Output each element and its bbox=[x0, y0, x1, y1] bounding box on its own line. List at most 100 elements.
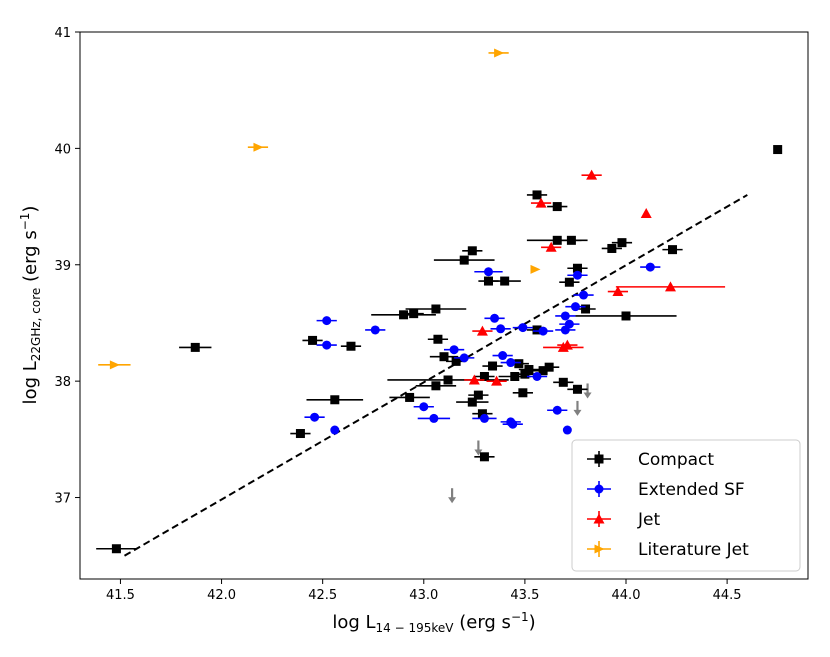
compact-point bbox=[488, 361, 498, 371]
extended-sf-point bbox=[645, 262, 655, 272]
fit-line bbox=[123, 194, 748, 557]
x-tick-label: 43.0 bbox=[409, 588, 438, 603]
compact-point bbox=[558, 377, 568, 387]
compact-point bbox=[431, 381, 441, 391]
extended-sf-point bbox=[449, 345, 459, 355]
extended-sf-point bbox=[483, 267, 493, 277]
compact-point bbox=[510, 371, 520, 381]
extended-sf-point bbox=[498, 351, 508, 361]
jet-point bbox=[535, 197, 547, 208]
compact-point bbox=[295, 429, 305, 439]
x-tick-label: 42.5 bbox=[308, 588, 337, 603]
compact-point bbox=[439, 352, 449, 362]
compact-point bbox=[572, 384, 582, 394]
legend-literature-jet-label: Literature Jet bbox=[638, 540, 749, 560]
upper-limit-arrowhead bbox=[474, 449, 483, 456]
extended-sf-point bbox=[419, 402, 429, 412]
legend-literature-jet-marker bbox=[594, 544, 605, 554]
legend-extended-sf-label: Extended SF bbox=[638, 480, 745, 500]
x-tick-label: 42.0 bbox=[207, 588, 236, 603]
upper-limit-arrowhead bbox=[573, 409, 582, 416]
compact-point bbox=[524, 365, 534, 375]
compact-point bbox=[433, 334, 443, 344]
y-tick-label: 38 bbox=[54, 375, 71, 390]
compact-point bbox=[399, 310, 409, 320]
compact-point bbox=[330, 395, 340, 405]
extended-sf-point bbox=[459, 353, 469, 363]
legend-compact-marker bbox=[594, 454, 604, 464]
compact-point bbox=[459, 255, 469, 265]
upper-limit-arrowhead bbox=[583, 392, 592, 399]
jet-point bbox=[664, 281, 676, 292]
legend-extended-sf-marker bbox=[594, 484, 604, 494]
compact-point bbox=[500, 276, 510, 286]
compact-point bbox=[443, 375, 453, 385]
jet-point bbox=[468, 374, 480, 385]
y-tick-label: 37 bbox=[54, 492, 71, 507]
extended-sf-point bbox=[572, 270, 582, 280]
compact-point bbox=[477, 409, 487, 419]
jet-point bbox=[586, 169, 598, 180]
extended-sf-point bbox=[570, 302, 580, 312]
jet-point bbox=[491, 375, 503, 386]
extended-sf-point bbox=[370, 325, 380, 335]
compact-point bbox=[518, 388, 528, 398]
legend-jet-label: Jet bbox=[637, 510, 660, 530]
extended-sf-point bbox=[429, 413, 439, 423]
jet-point bbox=[640, 208, 652, 219]
extended-sf-point bbox=[562, 425, 572, 435]
literature-jet-point bbox=[253, 142, 264, 152]
jet-point bbox=[545, 241, 557, 252]
compact-point bbox=[308, 335, 318, 345]
x-tick-label: 44.5 bbox=[713, 588, 742, 603]
compact-point bbox=[473, 390, 483, 400]
compact-point bbox=[538, 366, 548, 376]
extended-sf-point bbox=[518, 323, 528, 333]
extended-sf-point bbox=[479, 413, 489, 423]
extended-sf-point bbox=[322, 340, 332, 350]
compact-point bbox=[566, 235, 576, 245]
plot-area bbox=[79, 31, 809, 580]
compact-point bbox=[479, 371, 489, 381]
compact-point bbox=[111, 544, 121, 554]
extended-sf-point bbox=[538, 326, 548, 336]
compact-point bbox=[581, 304, 591, 314]
literature-jet-point bbox=[109, 360, 120, 370]
extended-sf-point bbox=[532, 371, 542, 381]
compact-point bbox=[405, 392, 415, 402]
jet-point bbox=[612, 286, 624, 297]
compact-point bbox=[572, 263, 582, 273]
x-tick-label: 43.5 bbox=[510, 588, 539, 603]
compact-point bbox=[621, 311, 631, 321]
jet-point bbox=[561, 339, 573, 350]
jet-point bbox=[476, 325, 488, 336]
extended-sf-point bbox=[330, 425, 340, 435]
compact-point bbox=[552, 202, 562, 212]
extended-sf-point bbox=[490, 313, 500, 323]
extended-sf-point bbox=[310, 412, 320, 422]
x-tick-label: 41.5 bbox=[106, 588, 135, 603]
compact-point bbox=[544, 362, 554, 372]
x-axis-label: log L14 − 195keV (erg s−1) bbox=[332, 610, 535, 635]
y-tick-label: 41 bbox=[54, 26, 71, 41]
compact-point bbox=[532, 190, 542, 200]
x-tick-label: 44.0 bbox=[612, 588, 641, 603]
extended-sf-point bbox=[552, 405, 562, 415]
compact-point bbox=[467, 246, 477, 256]
extended-sf-point bbox=[579, 290, 589, 300]
extended-sf-point bbox=[508, 419, 518, 429]
extended-sf-point bbox=[496, 324, 506, 334]
compact-point bbox=[431, 304, 441, 314]
y-axis-label: log L22GHz, core (erg s−1) bbox=[18, 206, 43, 405]
compact-point bbox=[514, 359, 524, 369]
compact-point bbox=[467, 397, 477, 407]
compact-point bbox=[532, 325, 542, 335]
legend: Compact Extended SF Jet Literature Jet bbox=[571, 439, 801, 572]
compact-point bbox=[552, 235, 562, 245]
literature-jet-point bbox=[530, 264, 541, 274]
extended-sf-point bbox=[560, 311, 570, 321]
compact-point bbox=[479, 452, 489, 462]
compact-point bbox=[564, 277, 574, 287]
compact-point bbox=[773, 145, 783, 155]
